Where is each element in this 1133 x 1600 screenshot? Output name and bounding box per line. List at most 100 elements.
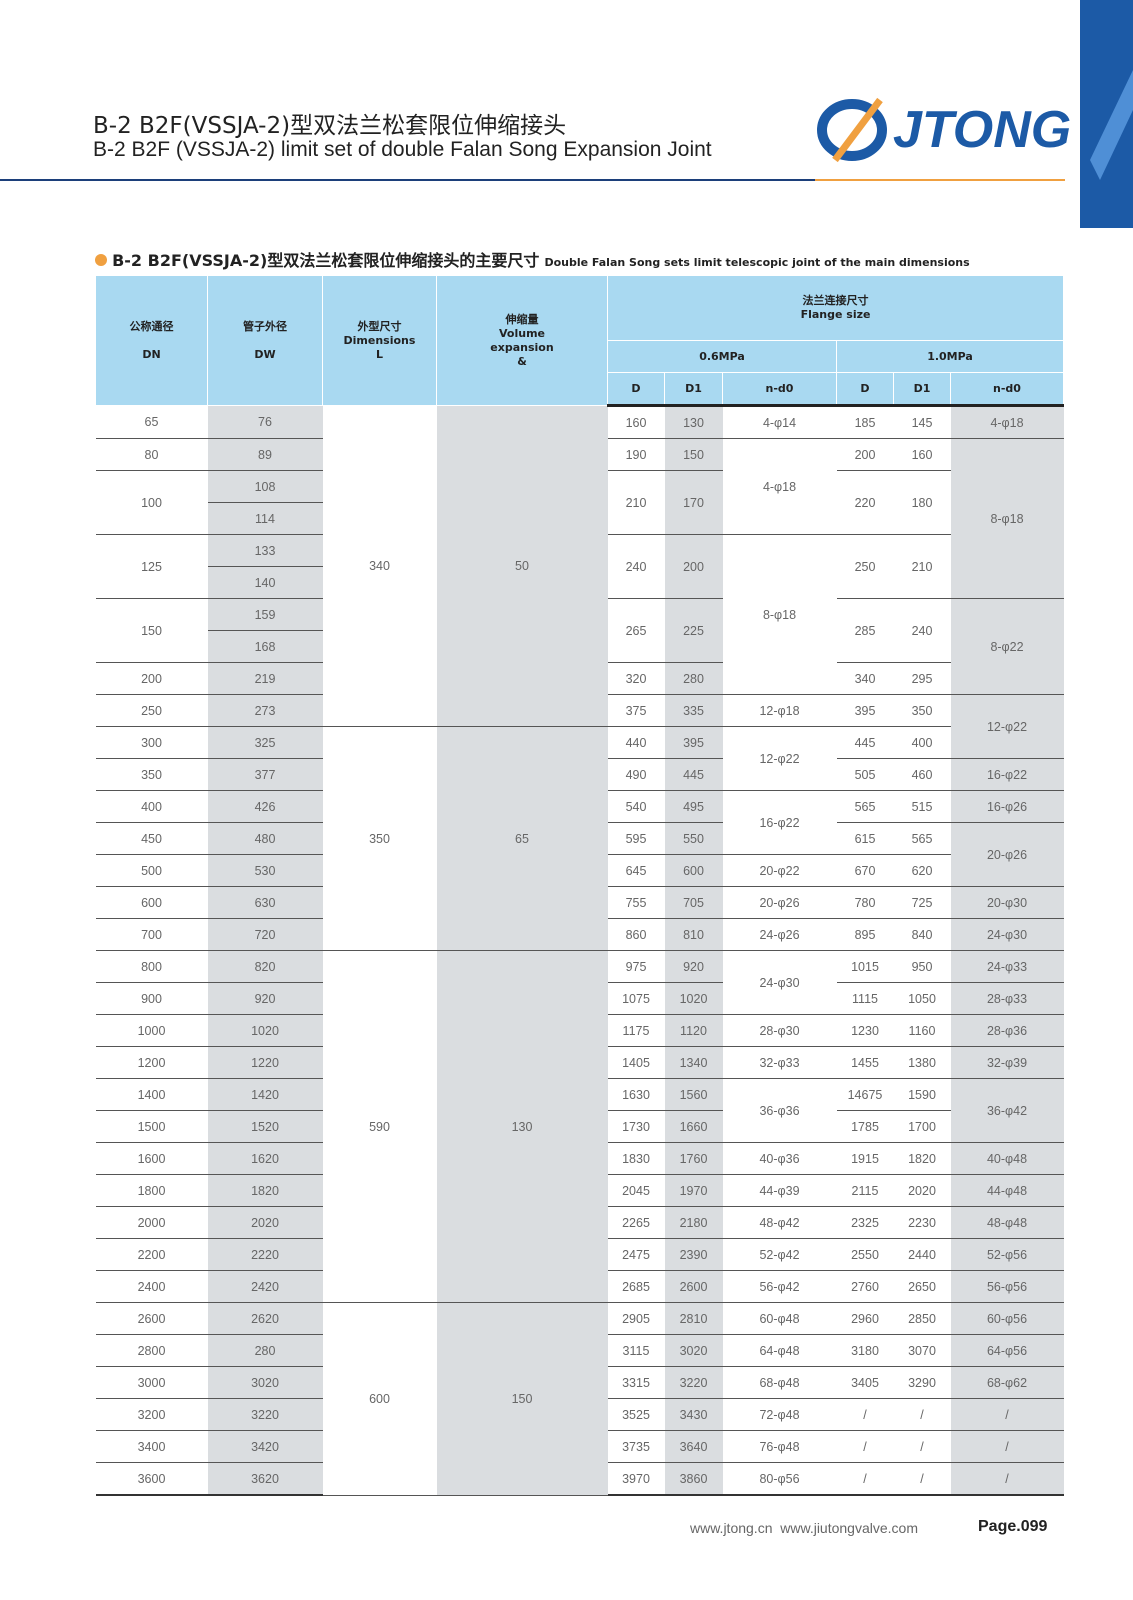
cell-d1-06: 1020 xyxy=(664,982,723,1015)
cell-d-10: 1455 xyxy=(836,1046,894,1079)
cell-nd0-06: 56-φ42 xyxy=(722,1270,837,1303)
col-header: D xyxy=(836,372,894,407)
cell-d-10: 1915 xyxy=(836,1142,894,1175)
cell-d1-06: 280 xyxy=(664,662,723,695)
cell-d1-06: 1760 xyxy=(664,1142,723,1175)
cell-d1-06: 1970 xyxy=(664,1174,723,1207)
cell-d-10: / xyxy=(836,1462,894,1496)
cell-dw: 76 xyxy=(207,405,323,439)
cell-dw: 1220 xyxy=(207,1046,323,1079)
cell-expansion: 130 xyxy=(436,950,608,1303)
cell-d-06: 2905 xyxy=(607,1302,665,1335)
cell-d1-10: 950 xyxy=(893,950,951,983)
cell-d-10: 505 xyxy=(836,758,894,791)
col-header: n-d0 xyxy=(949,372,1065,407)
cell-nd0-06: 48-φ42 xyxy=(722,1206,837,1239)
header-text: DW xyxy=(254,347,276,361)
cell-dw: 3220 xyxy=(207,1398,323,1431)
cell-d-10: 615 xyxy=(836,822,894,855)
cell-d-06: 645 xyxy=(607,854,665,887)
cell-d1-10: 3070 xyxy=(893,1334,951,1367)
col-header: D xyxy=(607,372,665,407)
cell-nd0-06: 76-φ48 xyxy=(722,1430,837,1463)
logo-icon-bar xyxy=(832,97,883,163)
header-text: 管子外径 xyxy=(243,319,287,333)
cell-d-10: 3405 xyxy=(836,1366,894,1399)
cell-d1-06: 920 xyxy=(664,950,723,983)
cell-dw: 133 xyxy=(207,534,323,567)
cell-dn: 2600 xyxy=(95,1302,208,1335)
cell-d1-06: 550 xyxy=(664,822,723,855)
cell-d1-06: 3220 xyxy=(664,1366,723,1399)
cell-d1-10: 180 xyxy=(893,470,951,535)
table-row: 450 480 595 550 615 565 20-φ26 xyxy=(95,822,1064,887)
cell-d1-06: 2810 xyxy=(664,1302,723,1335)
cell-d-06: 1175 xyxy=(607,1014,665,1047)
table-row: 200 219 320 280 340 295 xyxy=(95,662,1064,695)
col-header: D1 xyxy=(893,372,951,407)
cell-dn: 1400 xyxy=(95,1078,208,1111)
cell-expansion: 65 xyxy=(436,726,608,951)
cell-d-10: 1230 xyxy=(836,1014,894,1047)
cell-d1-10: 1380 xyxy=(893,1046,951,1079)
header-text: Volume xyxy=(499,326,545,340)
cell-nd0-06: 12-φ18 xyxy=(722,694,837,727)
cell-nd0-06: 24-φ26 xyxy=(722,918,837,951)
cell-dw: 280 xyxy=(207,1334,323,1367)
cell-d1-10: 1590 xyxy=(893,1078,951,1111)
col-header: n-d0 xyxy=(722,372,837,407)
logo-icon xyxy=(817,99,887,161)
cell-d1-06: 3430 xyxy=(664,1398,723,1431)
cell-d1-06: 1340 xyxy=(664,1046,723,1079)
cell-dw: 89 xyxy=(207,438,323,471)
cell-d-10: 3180 xyxy=(836,1334,894,1367)
table-row: 800 820 590 130 975 920 24-φ30 1015 950 24-φ33 xyxy=(95,950,1064,1303)
cell-nd0-10: 16-φ22 xyxy=(950,758,1064,791)
table-row: 1600 1620 1830 1760 40-φ36 1915 1820 40-φ48 xyxy=(95,1142,1064,1175)
cell-d-06: 265 xyxy=(607,598,665,663)
cell-d-10: 2115 xyxy=(836,1174,894,1207)
side-stripe xyxy=(1090,70,1133,180)
cell-nd0-10: / xyxy=(950,1398,1064,1431)
cell-dw: 720 xyxy=(207,918,323,951)
cell-d-10: 1015 xyxy=(836,950,894,983)
cell-d-10: 445 xyxy=(836,726,894,759)
cell-d1-06: 1560 xyxy=(664,1078,723,1111)
cell-dw: 630 xyxy=(207,886,323,919)
cell-d1-06: 2600 xyxy=(664,1270,723,1303)
table-row: 400 426 540 495 16-φ22 565 515 16-φ26 xyxy=(95,790,1064,855)
cell-d-10: / xyxy=(836,1398,894,1431)
cell-d1-10: 295 xyxy=(893,662,951,695)
table-row: 3400 3420 3735 3640 76-φ48// / xyxy=(95,1430,1064,1463)
cell-d-06: 240 xyxy=(607,534,665,599)
cell-d-10: 185 xyxy=(836,405,894,439)
cell-d1-06: 335 xyxy=(664,694,723,727)
cell-d1-10: 2020 xyxy=(893,1174,951,1207)
table-row: 1400 1420 1630 1560 36-φ36 14675 1590 36-φ42 xyxy=(95,1078,1064,1143)
header-text: 伸缩量 xyxy=(505,312,539,326)
cell-nd0-06: 16-φ22 xyxy=(722,790,837,855)
cell-dn: 80 xyxy=(95,438,208,471)
cell-d1-06: 3860 xyxy=(664,1462,723,1496)
cell-dn: 500 xyxy=(95,854,208,887)
cell-dw: 377 xyxy=(207,758,323,791)
cell-dw: 159 xyxy=(207,598,323,631)
cell-expansion: 50 xyxy=(436,405,608,727)
cell-d-06: 2475 xyxy=(607,1238,665,1271)
cell-dw: 480 xyxy=(207,822,323,855)
table-row: 2000 2020 2265 2180 48-φ42 2325 2230 48-φ48 xyxy=(95,1206,1064,1239)
cell-d1-10: 840 xyxy=(893,918,951,951)
cell-d-06: 2685 xyxy=(607,1270,665,1303)
table-row: 140 xyxy=(96,566,1064,599)
cell-nd0-06: 8-φ18 xyxy=(722,534,837,695)
cell-dn: 350 xyxy=(95,758,208,791)
cell-d-10: 565 xyxy=(836,790,894,823)
table-row: 300 325 350 65 440 395 12-φ22 445 400 xyxy=(95,726,1064,951)
cell-dw: 2620 xyxy=(207,1302,323,1335)
cell-dn: 3400 xyxy=(95,1430,208,1463)
header-text: expansion xyxy=(490,340,554,354)
flange-header: 法兰连接尺寸 Flange size xyxy=(606,275,1065,341)
cell-d1-10: / xyxy=(893,1462,951,1496)
cell-dn: 1200 xyxy=(95,1046,208,1079)
